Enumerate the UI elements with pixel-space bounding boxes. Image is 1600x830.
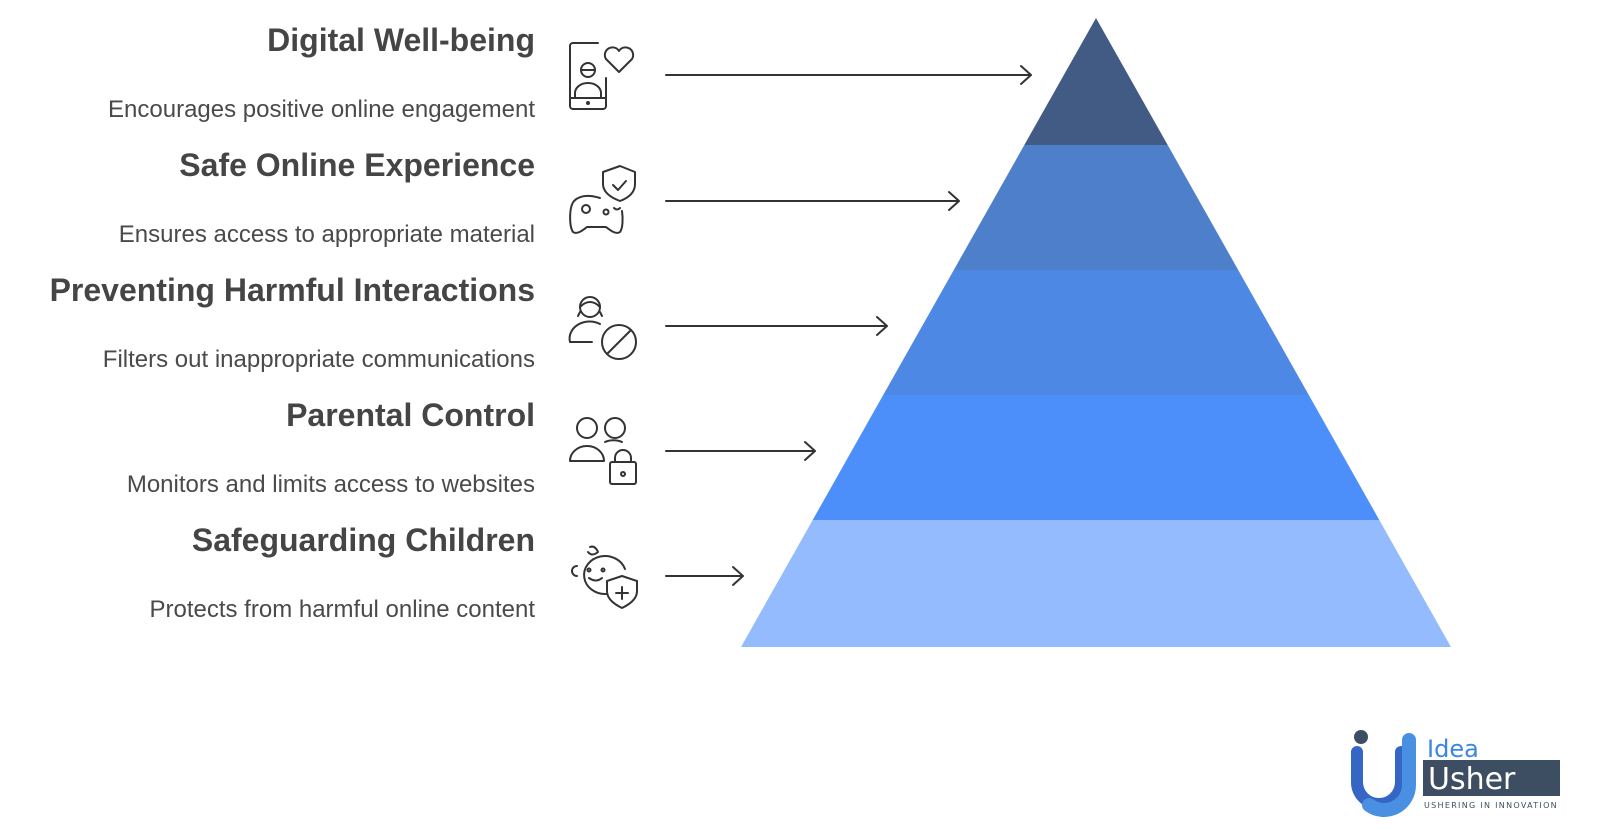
baby-shield-icon — [571, 545, 638, 609]
level-2-description: Ensures access to appropriate material — [118, 221, 535, 248]
arrows — [665, 65, 1032, 586]
phone-user-heart-icon — [569, 42, 635, 110]
level-4-description: Monitors and limits access to websites — [126, 471, 535, 498]
arrow-5 — [665, 566, 744, 586]
pyramid-level-1 — [1024, 18, 1168, 145]
pyramid-level-4 — [812, 395, 1380, 520]
logo-line2: Usher — [1428, 762, 1516, 797]
level-2-title: Safe Online Experience — [179, 147, 535, 183]
arrow-1 — [665, 65, 1032, 85]
level-4-title: Parental Control — [286, 397, 535, 433]
users-lock-icon — [569, 417, 637, 485]
arrow-2 — [665, 191, 960, 211]
level-5-description: Protects from harmful online content — [149, 596, 535, 623]
arrow-3 — [665, 316, 888, 336]
gamepad-shield-icon — [569, 165, 636, 234]
level-3-title: Preventing Harmful Interactions — [49, 272, 535, 308]
arrow-4 — [665, 441, 816, 461]
user-block-icon — [568, 296, 637, 360]
pyramid-level-2 — [953, 145, 1239, 270]
level-1-title: Digital Well-being — [267, 22, 535, 58]
pyramid-level-3 — [883, 270, 1309, 395]
level-3-description: Filters out inappropriate communications — [102, 346, 535, 373]
pyramid-level-5 — [741, 520, 1451, 647]
level-1-description: Encourages positive online engagement — [108, 96, 535, 123]
pyramid — [741, 18, 1451, 647]
logo-line1: Idea — [1427, 735, 1479, 763]
idea-usher-logo: Idea Usher USHERING IN INNOVATION — [1351, 730, 1560, 817]
logo-tagline: USHERING IN INNOVATION — [1424, 801, 1558, 810]
level-5-title: Safeguarding Children — [191, 522, 535, 558]
